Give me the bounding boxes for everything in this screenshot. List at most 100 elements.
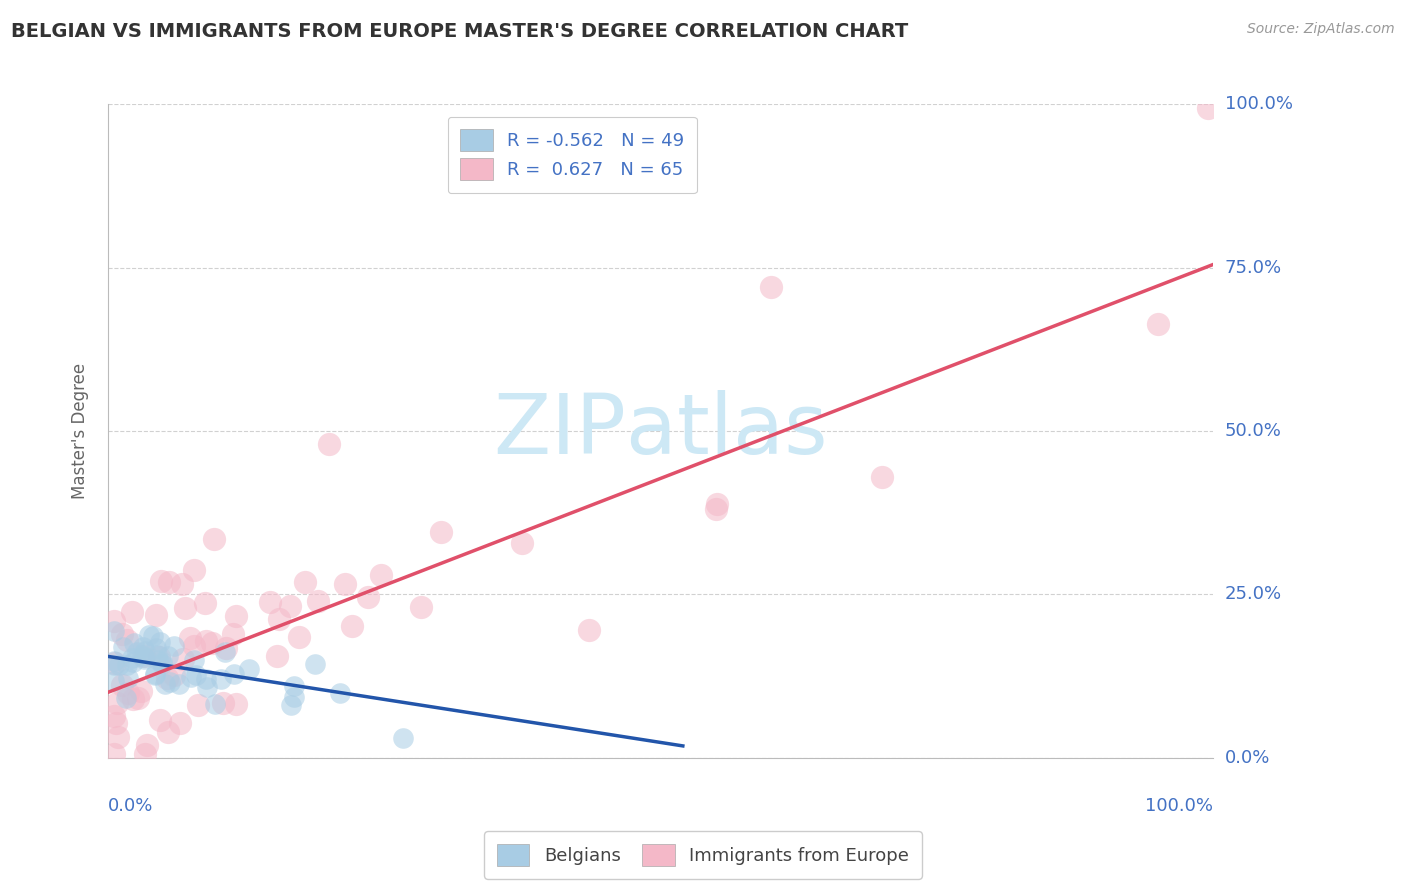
Point [342,619,364,633]
Text: 0.0%: 0.0% [108,797,153,814]
Point [104,715,127,730]
Point [430,525,453,540]
Point [157,724,180,739]
Point [197,680,219,694]
Point [148,653,170,667]
Point [329,686,352,700]
Legend: R = -0.562   N = 49, R =  0.627   N = 65: R = -0.562 N = 49, R = 0.627 N = 65 [447,117,697,194]
Point [121,606,143,620]
Point [107,730,129,744]
Point [112,640,135,655]
Text: 75.0%: 75.0% [1225,259,1282,277]
Point [259,595,281,609]
Point [333,577,356,591]
Point [163,668,186,682]
Y-axis label: Master's Degree: Master's Degree [72,363,89,499]
Text: ZIP​atlas: ZIP​atlas [494,391,828,472]
Point [115,657,138,672]
Point [145,640,167,655]
Point [288,630,311,644]
Point [169,716,191,731]
Point [127,691,149,706]
Point [278,599,301,614]
Point [510,536,533,550]
Point [159,675,181,690]
Point [706,498,728,512]
Point [150,655,173,669]
Point [194,596,217,610]
Point [117,671,139,685]
Point [183,653,205,667]
Point [1147,317,1170,331]
Point [103,747,125,762]
Point [180,670,202,684]
Point [110,626,132,640]
Point [143,667,166,681]
Point [103,709,125,723]
Point [132,648,155,663]
Point [201,636,224,650]
Point [146,648,169,662]
Point [167,676,190,690]
Text: 50.0%: 50.0% [1225,422,1281,440]
Point [163,639,186,653]
Point [194,634,217,648]
Point [238,662,260,676]
Point [214,645,236,659]
Point [294,575,316,590]
Point [103,654,125,668]
Point [225,608,247,623]
Point [103,657,125,672]
Point [215,641,238,656]
Point [357,590,380,604]
Point [122,655,145,669]
Legend: Belgians, Immigrants from Europe: Belgians, Immigrants from Europe [484,831,922,879]
Point [761,280,783,294]
Point [578,623,600,637]
Point [204,697,226,711]
Point [134,747,156,762]
Point [122,691,145,706]
Text: 100.0%: 100.0% [1225,95,1292,113]
Point [183,563,205,577]
Point [149,635,172,649]
Point [222,666,245,681]
Point [318,437,340,451]
Point [370,568,392,582]
Point [392,731,415,746]
Point [150,574,173,589]
Point [704,502,727,516]
Point [103,614,125,628]
Point [142,629,165,643]
Point [117,686,139,700]
Point [136,738,159,752]
Point [222,627,245,641]
Point [411,599,433,614]
Point [104,656,127,670]
Text: 100.0%: 100.0% [1146,797,1213,814]
Point [155,677,177,691]
Point [174,601,197,615]
Point [132,640,155,654]
Point [111,678,134,692]
Point [114,690,136,705]
Point [103,624,125,638]
Point [211,697,233,711]
Point [179,631,201,645]
Point [143,667,166,681]
Point [172,652,194,666]
Point [156,671,179,685]
Point [304,657,326,672]
Text: Source: ZipAtlas.com: Source: ZipAtlas.com [1247,22,1395,37]
Point [132,649,155,664]
Point [132,652,155,666]
Point [150,657,173,671]
Point [195,672,218,686]
Point [157,575,180,590]
Point [156,648,179,663]
Point [105,696,128,710]
Text: 0.0%: 0.0% [1225,748,1270,766]
Point [209,672,232,686]
Point [283,680,305,694]
Point [266,648,288,663]
